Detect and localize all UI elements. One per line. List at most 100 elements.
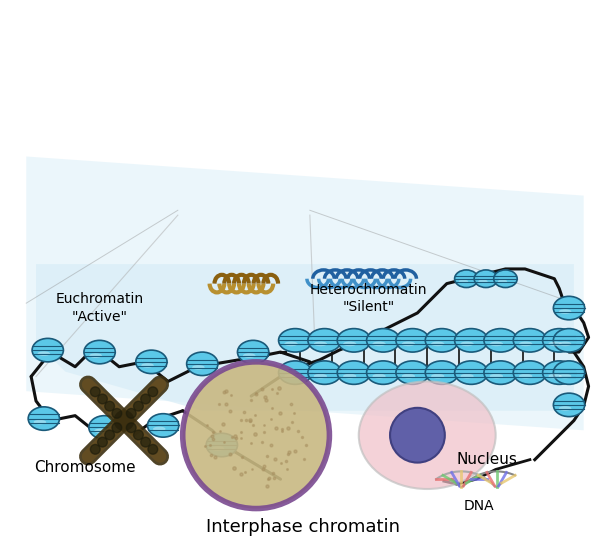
- Ellipse shape: [498, 280, 507, 283]
- Ellipse shape: [493, 270, 517, 287]
- Ellipse shape: [554, 393, 585, 416]
- Ellipse shape: [337, 361, 370, 384]
- Circle shape: [114, 410, 134, 430]
- Ellipse shape: [461, 374, 473, 379]
- Ellipse shape: [514, 361, 546, 384]
- Ellipse shape: [554, 329, 585, 352]
- Polygon shape: [26, 157, 584, 430]
- Circle shape: [112, 408, 122, 418]
- Circle shape: [112, 423, 122, 433]
- Ellipse shape: [314, 374, 327, 379]
- Ellipse shape: [367, 329, 400, 352]
- Circle shape: [134, 401, 143, 411]
- Text: Chromosome: Chromosome: [34, 460, 136, 475]
- Circle shape: [126, 423, 136, 433]
- Ellipse shape: [478, 280, 487, 283]
- Ellipse shape: [402, 374, 415, 379]
- Ellipse shape: [514, 329, 546, 352]
- Ellipse shape: [308, 329, 341, 352]
- Circle shape: [105, 401, 115, 411]
- Ellipse shape: [206, 433, 237, 457]
- Circle shape: [134, 430, 143, 440]
- Ellipse shape: [543, 329, 576, 352]
- Text: Euchromatin
"Active": Euchromatin "Active": [55, 293, 144, 324]
- Ellipse shape: [459, 280, 468, 283]
- Ellipse shape: [279, 361, 312, 384]
- Ellipse shape: [237, 341, 269, 364]
- Circle shape: [98, 437, 107, 447]
- Ellipse shape: [554, 361, 585, 384]
- Ellipse shape: [396, 361, 429, 384]
- Ellipse shape: [153, 427, 166, 431]
- Text: Interphase chromatin: Interphase chromatin: [206, 518, 400, 536]
- Text: Nucleus: Nucleus: [456, 452, 517, 467]
- Circle shape: [105, 430, 115, 440]
- Ellipse shape: [285, 342, 297, 346]
- Ellipse shape: [148, 414, 179, 437]
- Ellipse shape: [455, 270, 478, 287]
- Ellipse shape: [490, 342, 503, 346]
- Ellipse shape: [186, 352, 218, 376]
- Ellipse shape: [359, 381, 496, 489]
- Ellipse shape: [490, 374, 503, 379]
- Ellipse shape: [33, 420, 46, 424]
- Ellipse shape: [543, 361, 576, 384]
- Ellipse shape: [396, 329, 429, 352]
- Ellipse shape: [455, 361, 488, 384]
- Circle shape: [148, 387, 158, 397]
- Circle shape: [141, 437, 151, 447]
- Polygon shape: [36, 264, 574, 410]
- Ellipse shape: [559, 309, 571, 314]
- Circle shape: [148, 444, 158, 454]
- Ellipse shape: [559, 406, 571, 410]
- Ellipse shape: [136, 350, 167, 373]
- Ellipse shape: [84, 341, 115, 364]
- Ellipse shape: [559, 374, 571, 379]
- Ellipse shape: [308, 361, 341, 384]
- Ellipse shape: [461, 342, 473, 346]
- Ellipse shape: [426, 361, 458, 384]
- Circle shape: [390, 408, 445, 463]
- Ellipse shape: [484, 329, 517, 352]
- Circle shape: [183, 362, 330, 508]
- Ellipse shape: [519, 374, 532, 379]
- Ellipse shape: [426, 329, 458, 352]
- Ellipse shape: [38, 351, 50, 356]
- Ellipse shape: [484, 361, 517, 384]
- Ellipse shape: [559, 342, 571, 346]
- Ellipse shape: [549, 342, 561, 346]
- Ellipse shape: [367, 361, 400, 384]
- Ellipse shape: [89, 353, 102, 358]
- Circle shape: [126, 408, 136, 418]
- Ellipse shape: [431, 374, 444, 379]
- Ellipse shape: [337, 329, 370, 352]
- Ellipse shape: [243, 353, 256, 358]
- Ellipse shape: [192, 365, 205, 370]
- Circle shape: [98, 394, 107, 404]
- Ellipse shape: [32, 338, 63, 362]
- Ellipse shape: [455, 329, 488, 352]
- Ellipse shape: [343, 342, 356, 346]
- Circle shape: [90, 444, 100, 454]
- Ellipse shape: [519, 342, 532, 346]
- Ellipse shape: [431, 342, 444, 346]
- Ellipse shape: [279, 329, 312, 352]
- Ellipse shape: [474, 270, 498, 287]
- Ellipse shape: [212, 446, 224, 451]
- Ellipse shape: [554, 296, 585, 320]
- Ellipse shape: [373, 342, 385, 346]
- Ellipse shape: [343, 374, 356, 379]
- Circle shape: [141, 394, 151, 404]
- Text: Heterochromatin
"Silent": Heterochromatin "Silent": [310, 282, 427, 314]
- Text: DNA: DNA: [464, 499, 494, 513]
- Ellipse shape: [285, 374, 297, 379]
- Ellipse shape: [141, 363, 154, 368]
- Ellipse shape: [28, 407, 59, 430]
- Ellipse shape: [314, 342, 327, 346]
- Ellipse shape: [373, 374, 385, 379]
- Circle shape: [90, 387, 100, 397]
- Ellipse shape: [94, 429, 107, 433]
- Ellipse shape: [402, 342, 415, 346]
- Ellipse shape: [89, 416, 120, 439]
- Ellipse shape: [549, 374, 561, 379]
